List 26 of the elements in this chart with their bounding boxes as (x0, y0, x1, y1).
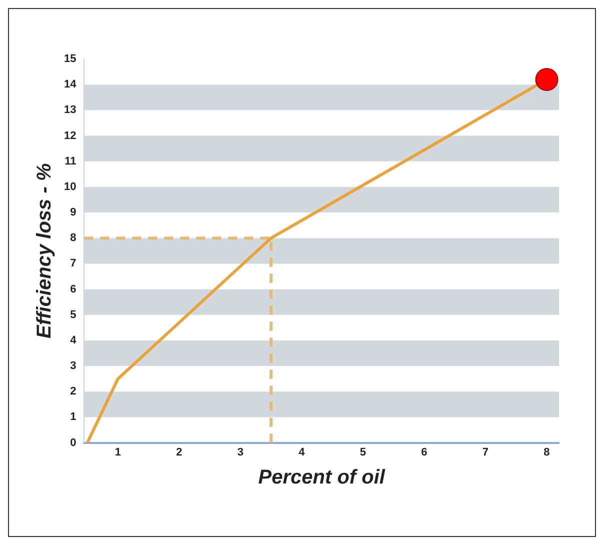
x-tick-label: 4 (298, 446, 306, 458)
y-axis-title: Efficiency loss - % (34, 163, 56, 339)
y-tick-label: 1 (70, 411, 76, 424)
y-tick-label: 6 (70, 283, 76, 296)
x-tick-label: 8 (544, 446, 550, 458)
y-tick-label: 8 (70, 232, 76, 244)
y-tick-label: 5 (70, 308, 76, 321)
y-tick-label: 4 (70, 334, 78, 346)
y-tick-label: 3 (70, 360, 76, 372)
y-tick-label: 12 (64, 130, 76, 142)
y-tick-label: 11 (64, 155, 76, 168)
x-tick-label: 7 (482, 446, 489, 458)
x-tick-label: 6 (421, 446, 428, 458)
x-tick-label: 2 (176, 446, 182, 458)
x-tick-label: 1 (114, 446, 121, 458)
y-tick-label: 0 (70, 436, 76, 449)
x-tick-label: 5 (360, 446, 366, 458)
y-tick-label: 14 (64, 78, 78, 91)
y-tick-label: 2 (70, 386, 76, 398)
y-tick-label: 7 (70, 258, 76, 270)
x-axis-title: Percent of oil (258, 466, 386, 489)
y-tick-label: 10 (64, 180, 76, 193)
y-tick-label: 13 (64, 104, 76, 116)
x-tick-label: 3 (237, 446, 244, 458)
y-tick-label: 9 (70, 206, 76, 219)
y-tick-label: 15 (64, 53, 76, 66)
